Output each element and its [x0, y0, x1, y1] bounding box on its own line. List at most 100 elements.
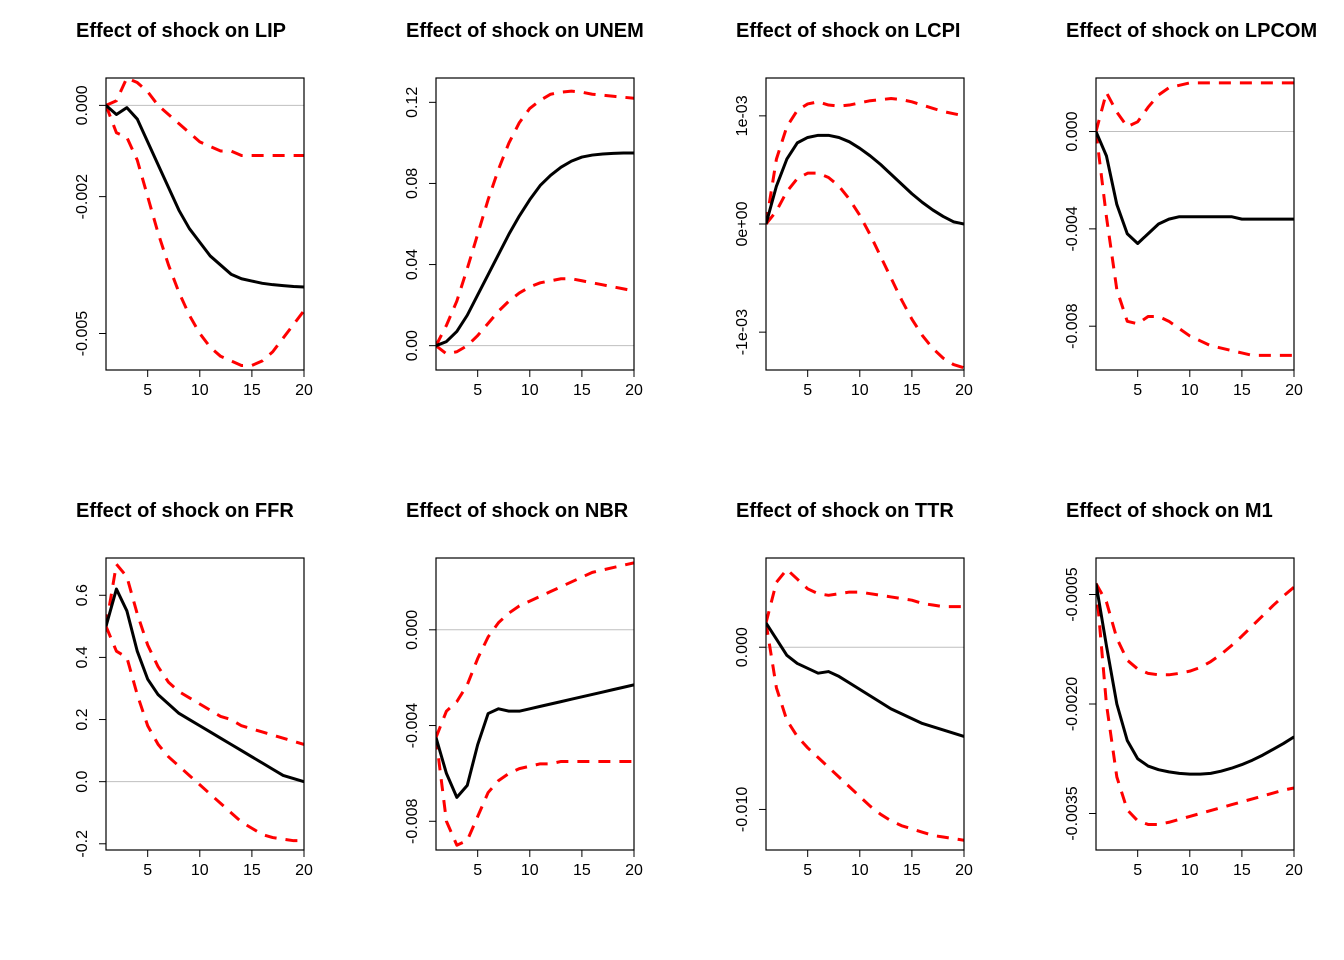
panel-6: Effect of shock on TTR5101520-0.0100.000	[674, 500, 1004, 930]
lower-band	[106, 626, 304, 840]
x-tick-label: 10	[521, 382, 539, 399]
y-tick-label: -0.0020	[1064, 677, 1081, 731]
upper-band	[766, 99, 964, 224]
y-tick-label: 0.08	[404, 168, 421, 199]
upper-band	[106, 564, 304, 744]
plot-frame	[1096, 558, 1294, 850]
lower-band	[766, 623, 964, 840]
x-tick-label: 15	[243, 862, 261, 879]
panel-1: Effect of shock on UNEM51015200.000.040.…	[344, 20, 674, 450]
y-tick-label: 0.000	[74, 85, 91, 125]
x-tick-label: 20	[1285, 862, 1303, 879]
y-tick-label: -0.0035	[1064, 786, 1081, 840]
x-tick-label: 15	[573, 862, 591, 879]
y-tick-label: -0.0005	[1064, 567, 1081, 621]
mean-line	[436, 153, 634, 346]
y-tick-label: 0.12	[404, 87, 421, 118]
y-tick-label: -0.002	[74, 174, 91, 219]
y-tick-label: -0.005	[74, 311, 91, 356]
panel-svg: 5101520-0.20.00.20.40.6	[14, 500, 344, 930]
x-tick-label: 5	[143, 382, 152, 399]
x-tick-label: 10	[191, 862, 209, 879]
plot-frame	[106, 78, 304, 370]
mean-line	[1096, 132, 1294, 244]
upper-band	[766, 569, 964, 623]
mean-line	[436, 685, 634, 797]
x-tick-label: 20	[625, 862, 643, 879]
plot-frame	[436, 558, 634, 850]
panel-title: Effect of shock on NBR	[344, 500, 674, 523]
y-tick-label: -0.008	[1064, 303, 1081, 348]
upper-band	[436, 91, 634, 345]
mean-line	[766, 623, 964, 737]
y-tick-label: 0.000	[404, 610, 421, 650]
lower-band	[1096, 584, 1294, 825]
x-tick-label: 10	[1181, 382, 1199, 399]
y-tick-label: 0.6	[74, 584, 91, 606]
y-tick-label: -0.004	[404, 703, 421, 748]
panel-title: Effect of shock on UNEM	[344, 20, 674, 43]
y-tick-label: -0.008	[404, 798, 421, 843]
x-tick-label: 10	[191, 382, 209, 399]
panel-svg: 5101520-0.0100.000	[674, 500, 1004, 930]
x-tick-label: 5	[1133, 862, 1142, 879]
lower-band	[106, 105, 304, 365]
panel-title: Effect of shock on LIP	[14, 20, 344, 43]
mean-line	[106, 105, 304, 287]
x-tick-label: 20	[295, 382, 313, 399]
x-tick-label: 5	[1133, 382, 1142, 399]
panel-title: Effect of shock on LCPI	[674, 20, 1004, 43]
plot-frame	[106, 558, 304, 850]
panel-5: Effect of shock on NBR5101520-0.008-0.00…	[344, 500, 674, 930]
x-tick-label: 5	[803, 862, 812, 879]
mean-line	[1096, 584, 1294, 775]
x-tick-label: 10	[521, 862, 539, 879]
upper-band	[1096, 584, 1294, 675]
x-tick-label: 20	[955, 862, 973, 879]
chart-grid: Effect of shock on LIP 5 10 15 20 -0.005 -0.00…	[0, 0, 1344, 960]
x-tick-label: 20	[955, 382, 973, 399]
panel-svg: 5101520-1e-030e+001e-03	[674, 20, 1004, 450]
panel-svg: 5 10 15 20 -0.0035 -0.0020 -0.0005	[1004, 500, 1334, 930]
x-tick-label: 15	[1233, 382, 1251, 399]
y-tick-label: 0.04	[404, 249, 421, 280]
x-tick-label: 10	[1181, 862, 1199, 879]
x-tick-label: 5	[803, 382, 812, 399]
plot-frame	[766, 558, 964, 850]
panel-svg: 5101520-0.008-0.0040.000	[1004, 20, 1334, 450]
y-tick-label: 0.2	[74, 708, 91, 730]
y-tick-label: -0.010	[734, 787, 751, 832]
panel-4: Effect of shock on FFR5101520-0.20.00.20…	[14, 500, 344, 930]
x-tick-label: 15	[903, 862, 921, 879]
x-tick-label: 15	[903, 382, 921, 399]
panel-3: Effect of shock on LPCOM5101520-0.008-0.…	[1004, 20, 1334, 450]
panel-svg: 5 10 15 20 -0.005 -0.002 0.000	[14, 20, 344, 450]
x-tick-label: 5	[473, 382, 482, 399]
lower-band	[1096, 132, 1294, 356]
plot-frame	[436, 78, 634, 370]
panel-title: Effect of shock on TTR	[674, 500, 1004, 523]
x-tick-label: 20	[1285, 382, 1303, 399]
x-tick-label: 5	[143, 862, 152, 879]
panel-svg: 51015200.000.040.080.12	[344, 20, 674, 450]
plot-frame	[1096, 78, 1294, 370]
y-tick-label: 0.4	[74, 646, 91, 668]
y-tick-label: 0.000	[1064, 111, 1081, 151]
panel-7: Effect of shock on M1 5 10 15 20 -0.0035 -0.00…	[1004, 500, 1334, 930]
y-tick-label: -0.2	[74, 830, 91, 858]
panel-title: Effect of shock on LPCOM	[1004, 20, 1334, 43]
panel-2: Effect of shock on LCPI5101520-1e-030e+0…	[674, 20, 1004, 450]
y-tick-label: 0.00	[404, 330, 421, 361]
y-tick-label: -1e-03	[734, 309, 751, 355]
y-tick-label: 0e+00	[734, 201, 751, 246]
x-tick-label: 15	[1233, 862, 1251, 879]
panel-title: Effect of shock on M1	[1004, 500, 1334, 523]
y-tick-label: 0.0	[74, 770, 91, 792]
lower-band	[436, 738, 634, 846]
upper-band	[1096, 83, 1294, 132]
panel-svg: 5101520-0.008-0.0040.000	[344, 500, 674, 930]
x-tick-label: 15	[243, 382, 261, 399]
panel-0: Effect of shock on LIP 5 10 15 20 -0.005 -0.00…	[14, 20, 344, 450]
x-tick-label: 10	[851, 862, 869, 879]
panel-title: Effect of shock on FFR	[14, 500, 344, 523]
